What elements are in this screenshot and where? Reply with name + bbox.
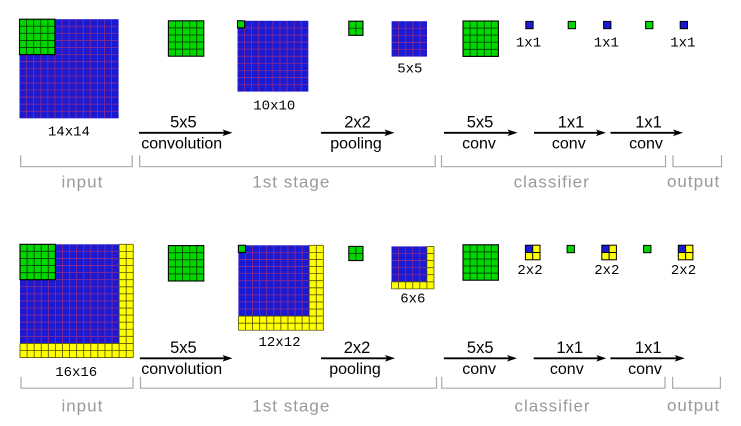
svg-text:1x1: 1x1: [594, 35, 619, 51]
svg-text:conv: conv: [629, 136, 663, 153]
svg-text:14x14: 14x14: [48, 124, 90, 140]
svg-text:5x5: 5x5: [467, 339, 494, 357]
svg-text:1x1: 1x1: [558, 113, 585, 131]
svg-text:2x2: 2x2: [671, 263, 696, 279]
svg-text:output: output: [667, 172, 720, 191]
svg-text:12x12: 12x12: [258, 335, 300, 351]
svg-text:conv: conv: [462, 136, 496, 153]
svg-text:output: output: [667, 396, 720, 415]
svg-text:1x1: 1x1: [635, 339, 662, 357]
svg-text:convolution: convolution: [141, 361, 222, 378]
svg-text:1x1: 1x1: [635, 113, 662, 131]
svg-text:1st stage: 1st stage: [252, 397, 330, 416]
svg-text:2x2: 2x2: [594, 263, 619, 279]
svg-text:1st stage: 1st stage: [252, 173, 330, 192]
svg-text:1x1: 1x1: [516, 35, 541, 51]
svg-text:5x5: 5x5: [170, 339, 197, 357]
svg-text:conv: conv: [462, 361, 496, 378]
svg-text:10x10: 10x10: [253, 99, 295, 115]
svg-text:conv: conv: [628, 361, 662, 378]
svg-text:input: input: [61, 397, 103, 416]
svg-text:5x5: 5x5: [170, 113, 197, 131]
svg-text:5x5: 5x5: [467, 113, 494, 131]
svg-text:6x6: 6x6: [400, 292, 425, 308]
svg-text:2x2: 2x2: [344, 339, 371, 357]
svg-text:2x2: 2x2: [344, 113, 371, 131]
svg-text:classifier: classifier: [514, 397, 590, 416]
svg-text:conv: conv: [550, 361, 584, 378]
svg-text:input: input: [61, 173, 103, 192]
svg-text:1x1: 1x1: [670, 35, 695, 51]
svg-text:2x2: 2x2: [517, 263, 542, 279]
svg-text:1x1: 1x1: [556, 339, 583, 357]
svg-text:conv: conv: [552, 136, 586, 153]
svg-text:convolution: convolution: [141, 135, 222, 152]
svg-text:5x5: 5x5: [397, 61, 422, 77]
svg-text:classifier: classifier: [514, 173, 590, 192]
svg-text:pooling: pooling: [330, 136, 382, 153]
svg-text:16x16: 16x16: [55, 365, 97, 381]
svg-text:pooling: pooling: [329, 361, 381, 378]
